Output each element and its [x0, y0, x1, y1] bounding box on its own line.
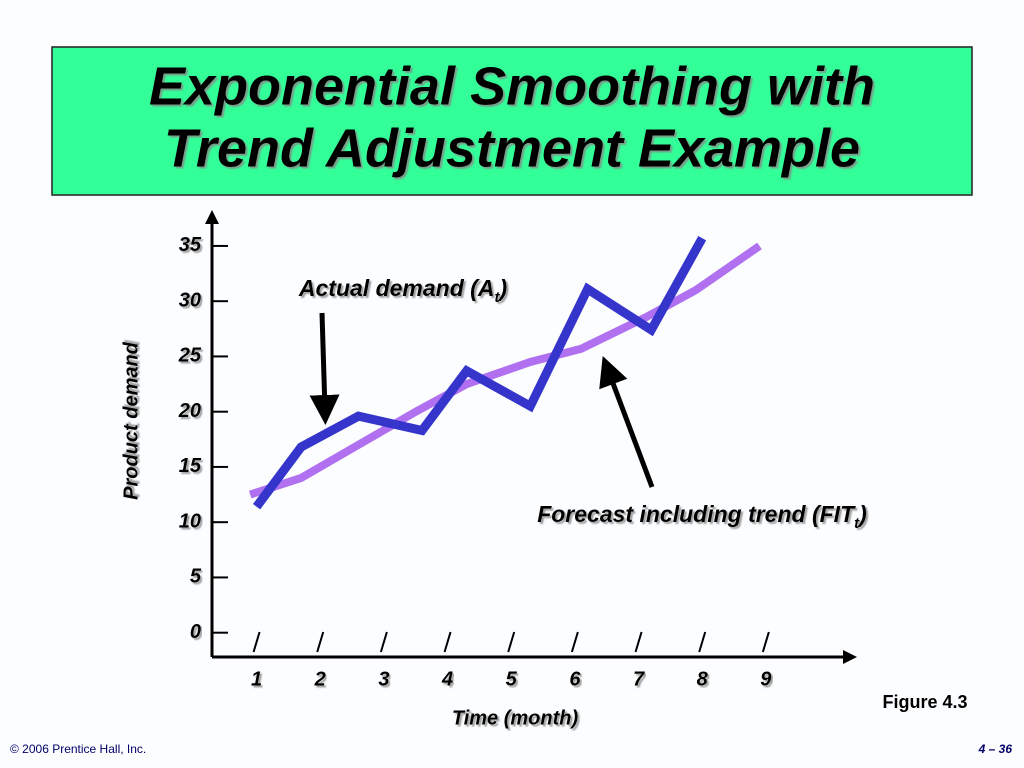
annotation-part: t — [494, 289, 500, 306]
annotation: Actual demand (At) — [298, 275, 507, 306]
chart — [205, 210, 857, 664]
x-tick — [698, 631, 707, 653]
x-axis-label: Time (month) — [452, 707, 579, 729]
x-tick — [570, 631, 579, 653]
annotation-arrow — [309, 312, 340, 425]
annotation-part: ) — [856, 501, 867, 527]
x-tick-label: 7 — [633, 668, 645, 690]
x-tick — [316, 631, 325, 653]
x-tick-label: 2 — [314, 668, 326, 690]
annotation-part: ) — [496, 275, 507, 301]
x-tick-label: 1 — [251, 668, 262, 690]
x-tick-label: 8 — [697, 668, 709, 690]
y-tick-label: 30 — [179, 289, 201, 311]
x-tick-label: 5 — [506, 668, 518, 690]
x-tick-label: 4 — [441, 668, 453, 690]
data-line — [252, 236, 707, 510]
x-tick — [761, 631, 770, 653]
footer-right: 4 – 36 — [978, 742, 1013, 756]
annotation: Forecast including trend (FITt) — [537, 501, 867, 532]
y-tick-label: 35 — [179, 234, 202, 256]
footer-left: © 2006 Prentice Hall, Inc. — [10, 742, 146, 756]
annotation-part: t — [854, 515, 860, 532]
y-tick-label: 10 — [179, 510, 201, 532]
x-tick — [443, 631, 452, 653]
title-line: Trend Adjustment Example — [164, 118, 860, 178]
annotation-arrow — [599, 355, 655, 488]
y-tick-label: 0 — [190, 621, 201, 643]
annotation-part: A — [477, 275, 495, 301]
x-tick — [634, 631, 643, 653]
figure-label: Figure 4.3 — [882, 692, 967, 712]
x-tick-label: 9 — [760, 668, 772, 690]
x-axis-arrow — [843, 650, 857, 664]
title-line: Exponential Smoothing with — [149, 56, 875, 116]
x-tick-label: 3 — [378, 668, 389, 690]
y-axis-label: Product demand — [120, 341, 142, 500]
x-tick — [379, 631, 388, 653]
x-tick — [507, 631, 516, 653]
title-box — [51, 46, 973, 196]
annotation-part: Actual demand ( — [298, 275, 480, 301]
y-tick-label: 25 — [178, 345, 202, 367]
y-tick-label: 20 — [178, 400, 201, 422]
y-axis-arrow — [205, 210, 219, 224]
annotation-part: FIT — [820, 501, 856, 527]
y-tick-label: 5 — [190, 566, 202, 588]
x-tick-label: 6 — [569, 668, 581, 690]
annotation-part: Forecast including trend ( — [537, 501, 822, 527]
y-tick-label: 15 — [179, 455, 202, 477]
x-tick — [252, 631, 261, 653]
